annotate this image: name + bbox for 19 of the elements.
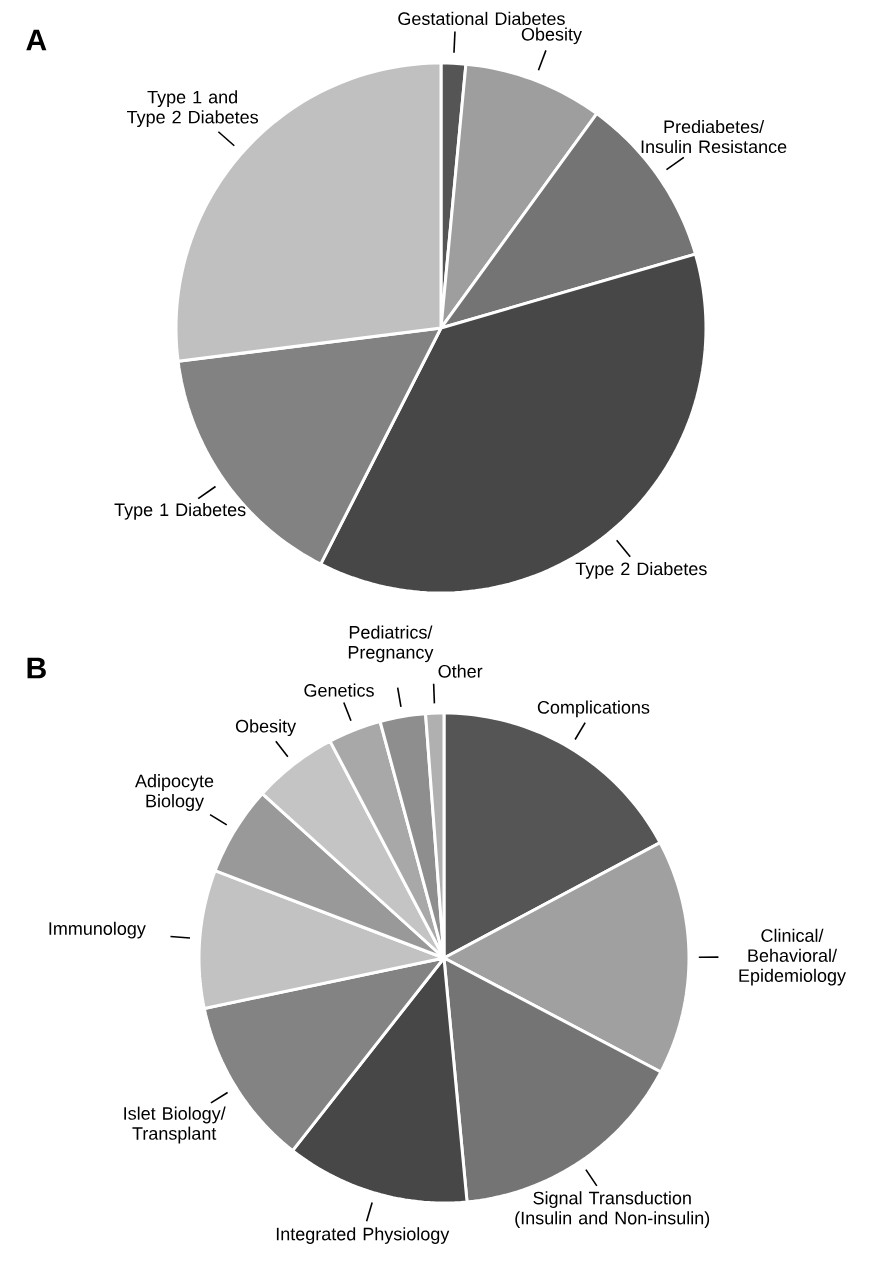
- slice-label: Type 1 and Type 2 Diabetes: [127, 90, 259, 128]
- slice-label: Obesity: [235, 719, 297, 737]
- slice-label: Obesity: [521, 27, 582, 45]
- slice-label: Complications: [537, 700, 650, 718]
- slice-label: Adipocyte Biology: [135, 774, 214, 811]
- slice-label: Integrated Physiology: [276, 1227, 450, 1244]
- chart-title: A: [26, 29, 47, 51]
- slice-label: Genetics: [304, 683, 374, 697]
- slice-label: Gestational Diabetes: [398, 11, 565, 26]
- text: B: [27, 657, 46, 679]
- slice-label: Clinical/Behavioral/Epidemiology: [739, 928, 846, 986]
- slice-label: Signal Transduction (Insulin and Non-insulin): [515, 1191, 710, 1228]
- slice-label: Prediabetes/Insulin Resistance: [641, 119, 787, 154]
- slice-label: Type 2 Diabetes: [575, 561, 707, 579]
- slice-label: Type 1 Diabetes: [114, 502, 246, 520]
- slice-label: Other: [438, 664, 483, 678]
- slice-label: Pediatrics/Pregnancy: [348, 625, 434, 663]
- slice-label: Immunology: [49, 921, 146, 939]
- slice-label: Islet Biology/Transplant: [124, 1106, 226, 1144]
